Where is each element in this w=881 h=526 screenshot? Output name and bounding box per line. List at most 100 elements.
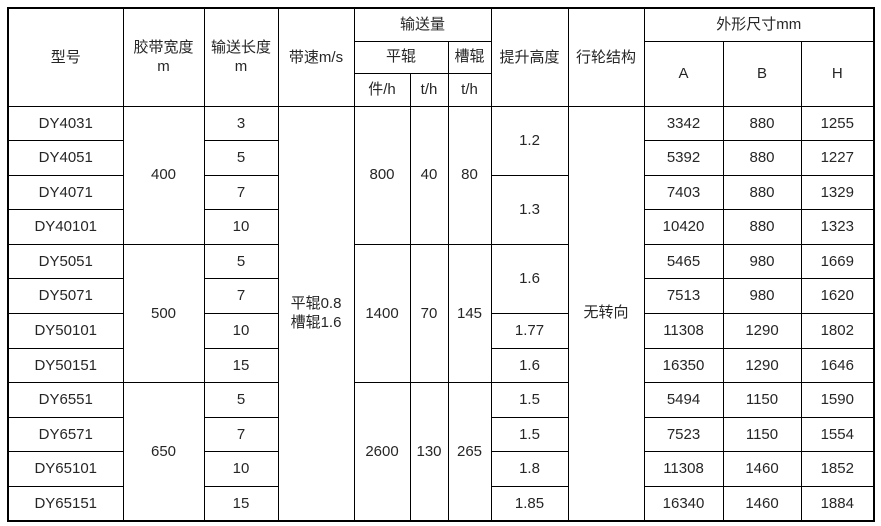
table-cell: 11308	[643, 312, 724, 349]
header-cell: 胶带宽度 m	[122, 7, 205, 107]
table-cell: 5465	[643, 243, 724, 280]
table-cell: 无转向	[567, 105, 645, 522]
table-cell: 880	[722, 209, 802, 245]
header-cell: H	[800, 40, 875, 107]
header-cell: 带速m/s	[277, 7, 355, 107]
table-cell: 16350	[643, 347, 724, 384]
table-cell: 880	[722, 140, 802, 176]
model-cell: DY4031	[7, 105, 124, 142]
table-cell: 80	[447, 105, 492, 245]
table-cell: 880	[722, 174, 802, 211]
table-cell: 145	[447, 243, 492, 384]
header-cell: 行轮结构	[567, 7, 645, 107]
table-cell: 2600	[353, 382, 411, 522]
table-cell: 1150	[722, 382, 802, 418]
table-row: DY65101 10 1.8 11308 1460 1852	[7, 451, 875, 487]
table-cell: 40	[409, 105, 449, 245]
table-cell: 1460	[722, 485, 802, 522]
table-cell: 1.5	[490, 416, 569, 453]
table-row: DY4071 7 1.3 7403 880 1329	[7, 174, 875, 245]
header-cell: 输送长度 m	[203, 7, 279, 107]
model-cell: DY50101	[7, 312, 124, 349]
table-cell: 1.6	[490, 347, 569, 384]
model-cell: DY4051	[7, 140, 124, 176]
table-cell: 1290	[722, 312, 802, 349]
table-cell: 1.6	[490, 243, 569, 314]
table-cell: 7	[203, 416, 279, 453]
table-cell: 5392	[643, 140, 724, 176]
header-cell: B	[722, 40, 802, 107]
table-cell: 10	[203, 312, 279, 349]
table-cell: 10420	[643, 209, 724, 245]
model-cell: DY65151	[7, 485, 124, 522]
table-row: DY5051 500 5 1400 70 145 1.6 5465 980 1669	[7, 243, 875, 384]
table-cell: 1646	[800, 347, 875, 384]
table-cell: 880	[722, 105, 802, 142]
table-cell: 1.3	[490, 174, 569, 245]
table-row: DY50101 10 1.77 11308 1290 1802	[7, 312, 875, 349]
table-cell: 1884	[800, 485, 875, 522]
table-cell: 1227	[800, 140, 875, 176]
table-cell: 11308	[643, 451, 724, 487]
table-cell: 400	[122, 105, 205, 245]
model-cell: DY40101	[7, 209, 124, 245]
table-row: DY65151 15 1.85 16340 1460 1884	[7, 485, 875, 522]
model-cell: DY50151	[7, 347, 124, 384]
table-row: 型号 胶带宽度 m 输送长度 m 带速m/s 输送量 提升高度 行轮结构 外形尺寸mm	[7, 7, 875, 107]
table-cell: 15	[203, 485, 279, 522]
table-cell: 500	[122, 243, 205, 384]
table-cell: 7	[203, 174, 279, 211]
model-cell: DY4071	[7, 174, 124, 211]
model-cell: DY6571	[7, 416, 124, 453]
table-cell: 1290	[722, 347, 802, 384]
header-cell: 外形尺寸mm	[643, 7, 875, 42]
table-cell: 800	[353, 105, 411, 245]
table-cell: 1460	[722, 451, 802, 487]
table-cell: 1150	[722, 416, 802, 453]
table-cell: 1802	[800, 312, 875, 349]
spec-table-body: DY4031 400 3 平辊0.8 槽辊1.6 800 40 80 1.2 无转向 3342 88…	[7, 105, 875, 522]
header-cell: 提升高度	[490, 7, 569, 107]
table-cell: 3342	[643, 105, 724, 142]
table-row: 平辊 槽辊 A B H	[8, 40, 875, 107]
model-cell: DY6551	[7, 382, 124, 418]
table-cell: 1669	[800, 243, 875, 280]
table-row: DY5071 7 7513 980 1620	[7, 278, 875, 314]
header-cell: 型号	[7, 7, 124, 107]
header-cell: t/h	[409, 72, 449, 107]
table-cell: 7403	[643, 174, 724, 211]
table-cell: 5494	[643, 382, 724, 418]
table-row: DY6551 650 5 2600 130 265 1.5 5494 1150 1590	[7, 382, 875, 522]
header-cell: 平辊	[353, 40, 449, 74]
table-cell: 10	[203, 209, 279, 245]
table-row: DY40101 10 10420 880 1323	[7, 209, 875, 245]
table-cell: 7	[203, 278, 279, 314]
table-cell: 1590	[800, 382, 875, 418]
table-cell: 130	[409, 382, 449, 522]
model-cell: DY5071	[7, 278, 124, 314]
table-cell: 5	[203, 243, 279, 280]
table-cell: 980	[722, 243, 802, 280]
table-cell: 10	[203, 451, 279, 487]
table-cell: 1.77	[490, 312, 569, 349]
table-cell: 7523	[643, 416, 724, 453]
table-cell: 1.5	[490, 382, 569, 418]
conveyor-spec-table: 型号 胶带宽度 m 输送长度 m 带速m/s 输送量 提升高度 行轮结构 外形尺寸mm 平辊 槽辊…	[7, 7, 875, 522]
header-cell: 槽辊	[447, 40, 492, 74]
table-cell: 15	[203, 347, 279, 384]
header-cell: t/h	[447, 72, 492, 107]
table-row: DY4031 400 3 平辊0.8 槽辊1.6 800 40 80 1.2 无转向 3342 88…	[7, 105, 875, 522]
table-cell: 980	[722, 278, 802, 314]
table-cell: 1.85	[490, 485, 569, 522]
header-cell: 输送量	[353, 7, 492, 42]
model-cell: DY5051	[7, 243, 124, 280]
table-cell: 1852	[800, 451, 875, 487]
table-cell: 1255	[800, 105, 875, 142]
table-cell: 5	[203, 140, 279, 176]
table-cell: 16340	[643, 485, 724, 522]
model-cell: DY65101	[7, 451, 124, 487]
table-container: 型号 胶带宽度 m 输送长度 m 带速m/s 输送量 提升高度 行轮结构 外形尺寸mm 平辊 槽辊…	[7, 7, 875, 522]
table-cell: 7513	[643, 278, 724, 314]
table-cell: 5	[203, 382, 279, 418]
table-cell: 650	[122, 382, 205, 522]
